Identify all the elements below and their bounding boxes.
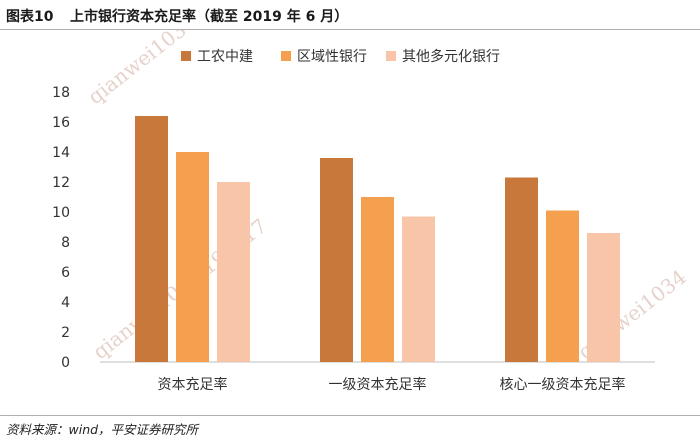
legend-swatch-1 xyxy=(181,51,191,61)
y-tick-label: 2 xyxy=(61,325,70,341)
bar-chart: qianwei1034-191217 qianwei1034-191217 qi… xyxy=(52,30,691,393)
bar-1-3 xyxy=(505,177,538,362)
chart-legend: 工农中建 区域性银行 其他多元化银行 xyxy=(181,48,500,65)
figure-title: 上市银行资本充足率（截至 2019 年 6 月） xyxy=(70,9,349,25)
legend-label-1: 工农中建 xyxy=(197,49,253,65)
legend-swatch-2 xyxy=(281,51,291,61)
bar-2-2 xyxy=(361,197,394,362)
chart-axes: 0 2 4 6 8 10 12 14 16 18 资本充足率 一级资本充足率 核心一级资本充足率 xyxy=(52,85,655,393)
figure-footer: 资料来源：wind，平安证券研究所 xyxy=(0,415,700,440)
bar-3-1 xyxy=(217,182,250,362)
y-tick-label: 18 xyxy=(52,85,70,101)
y-tick-label: 10 xyxy=(52,205,70,221)
chart-bars xyxy=(135,116,620,362)
figure-number: 图表10 xyxy=(6,9,54,25)
bar-3-2 xyxy=(402,216,435,362)
figure-header: 图表10 上市银行资本充足率（截至 2019 年 6 月） xyxy=(0,0,700,30)
x-category-label: 一级资本充足率 xyxy=(329,376,427,393)
bar-2-3 xyxy=(546,210,579,362)
legend-label-3: 其他多元化银行 xyxy=(402,48,500,65)
bar-2-1 xyxy=(176,152,209,362)
y-tick-label: 6 xyxy=(61,265,70,281)
y-tick-label: 14 xyxy=(52,145,70,161)
y-tick-label: 4 xyxy=(61,295,70,311)
y-tick-label: 16 xyxy=(52,115,70,131)
y-tick-label: 8 xyxy=(61,235,70,251)
x-category-label: 资本充足率 xyxy=(158,376,228,393)
legend-swatch-3 xyxy=(386,51,396,61)
bar-3-3 xyxy=(587,233,620,362)
y-tick-label: 12 xyxy=(52,175,70,191)
bar-1-2 xyxy=(320,158,353,362)
x-category-label: 核心一级资本充足率 xyxy=(500,376,626,393)
y-tick-label: 0 xyxy=(61,355,70,371)
watermark-text-top: qianwei1034-191217 xyxy=(83,30,266,109)
source-note: 资料来源：wind，平安证券研究所 xyxy=(6,422,199,437)
legend-label-2: 区域性银行 xyxy=(297,49,367,65)
bar-1-1 xyxy=(135,116,168,362)
